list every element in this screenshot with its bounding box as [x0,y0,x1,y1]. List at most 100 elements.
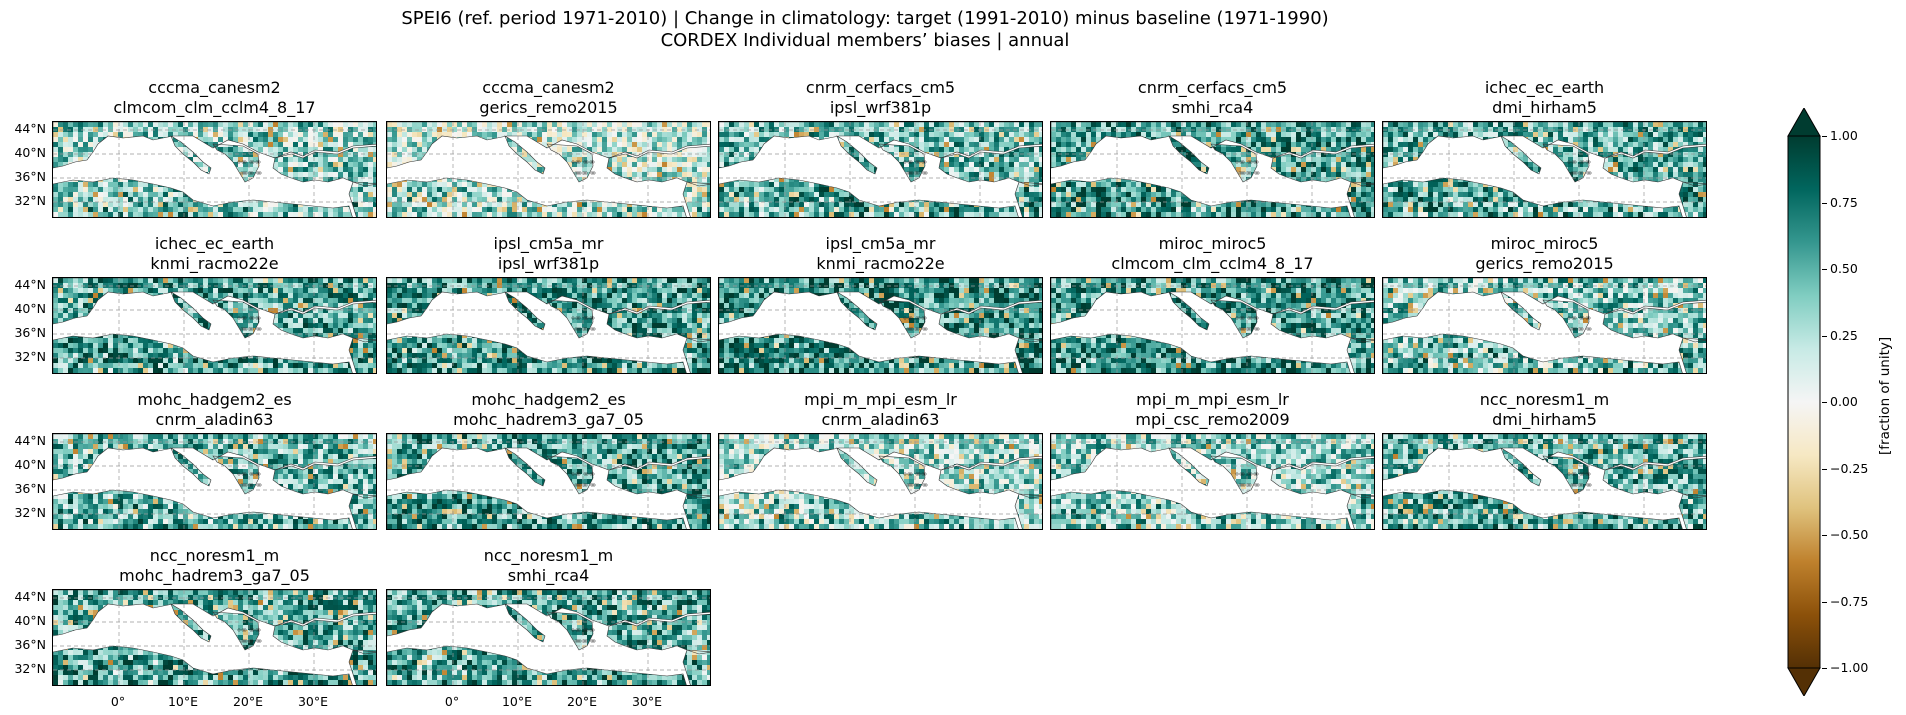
colorbar-tick-mark [1822,269,1827,270]
title-line-1: SPEI6 (ref. period 1971-2010) | Change i… [0,8,1730,30]
colorbar-tick-label: 0.25 [1830,328,1858,343]
colorbar-tick-mark [1822,136,1827,137]
colorbar-tick-mark [1822,601,1827,603]
title-line-2: CORDEX Individual members’ biases | annu… [0,30,1730,52]
lat-tick-label: 32°N [2,661,46,676]
panel-title-gcm: ipsl_cm5a_mr [718,234,1043,253]
panel-title-rcm: knmi_racmo22e [718,254,1043,273]
colorbar-tick-mark [1822,335,1827,337]
lon-tick-label: 10°E [492,694,542,709]
map-plot [1050,121,1375,218]
map-plot [1382,121,1707,218]
spei-field [53,278,376,373]
lat-tick-label: 36°N [2,481,46,496]
map-plot [386,433,711,530]
colorbar [1786,106,1822,698]
lat-tick-label: 40°N [2,613,46,628]
lon-tick-label: 20°E [557,694,607,709]
lon-tick-label: 10°E [158,694,208,709]
lat-tick-label: 32°N [2,505,46,520]
lat-tick-label: 36°N [2,169,46,184]
colorbar-tick-label: −1.00 [1830,660,1868,675]
colorbar-tick-label: 0.00 [1830,394,1858,409]
spei-field [53,590,376,685]
lat-tick-label: 36°N [2,637,46,652]
colorbar-min-arrow [1787,667,1821,698]
map-plot [386,277,711,374]
panel-title-rcm: mpi_csc_remo2009 [1050,410,1375,429]
panel-title-rcm: dmi_hirham5 [1382,410,1707,429]
panel-title-gcm: mpi_m_mpi_esm_lr [718,390,1043,409]
colorbar-tick-label: 0.50 [1830,261,1858,276]
map-plot [1382,277,1707,374]
panel-title-rcm: mohc_hadrem3_ga7_05 [52,566,377,585]
spei-field [1051,434,1374,529]
lon-tick-label: 30°E [622,694,672,709]
map-plot [1050,277,1375,374]
colorbar-tick-mark [1822,668,1827,669]
map-plot [386,121,711,218]
map-plot [386,589,711,686]
colorbar-label: [fraction of unity] [1877,337,1893,455]
lat-tick-label: 44°N [2,589,46,604]
map-plot [1050,433,1375,530]
lon-tick-label: 0° [427,694,477,709]
panel-title-gcm: mohc_hadgem2_es [386,390,711,409]
panel-title-gcm: miroc_miroc5 [1050,234,1375,253]
colorbar-tick-mark [1822,202,1827,204]
lat-tick-label: 40°N [2,145,46,160]
panel-title-gcm: miroc_miroc5 [1382,234,1707,253]
lat-tick-label: 40°N [2,457,46,472]
panel-title-gcm: cccma_canesm2 [386,78,711,97]
panel-title-gcm: cnrm_cerfacs_cm5 [1050,78,1375,97]
spei-field [1383,278,1706,373]
spei-field [719,434,1042,529]
spei-field [387,122,710,217]
spei-field [1383,434,1706,529]
spei-field [1051,278,1374,373]
colorbar-gradient [1787,106,1821,698]
colorbar-tick-label: −0.25 [1830,461,1868,476]
spei-field [719,278,1042,373]
colorbar-max-arrow [1787,106,1821,137]
lat-tick-label: 36°N [2,325,46,340]
panel-title-gcm: mohc_hadgem2_es [52,390,377,409]
panel-title-rcm: cnrm_aladin63 [52,410,377,429]
map-plot [52,589,377,686]
panel-title-rcm: smhi_rca4 [386,566,711,585]
lon-tick-label: 20°E [223,694,273,709]
map-plot [718,277,1043,374]
lat-tick-label: 44°N [2,121,46,136]
spei-field [387,434,710,529]
panel-title-rcm: clmcom_clm_cclm4_8_17 [52,98,377,117]
colorbar-tick-mark [1822,402,1827,403]
panel-title-gcm: mpi_m_mpi_esm_lr [1050,390,1375,409]
spei-field [1383,122,1706,217]
panel-title-gcm: ichec_ec_earth [52,234,377,253]
spei-field [1051,122,1374,217]
panel-title-gcm: cnrm_cerfacs_cm5 [718,78,1043,97]
panel-title-gcm: ncc_noresm1_m [52,546,377,565]
lat-tick-label: 44°N [2,277,46,292]
panel-title-rcm: gerics_remo2015 [1382,254,1707,273]
panel-title-rcm: knmi_racmo22e [52,254,377,273]
panel-title-rcm: dmi_hirham5 [1382,98,1707,117]
map-plot [52,277,377,374]
panel-title-rcm: smhi_rca4 [1050,98,1375,117]
panel-title-gcm: ichec_ec_earth [1382,78,1707,97]
map-plot [52,121,377,218]
spei-field [53,434,376,529]
colorbar-tick-mark [1822,468,1827,470]
panel-title-rcm: gerics_remo2015 [386,98,711,117]
map-plot [1382,433,1707,530]
spei-field [387,278,710,373]
panel-title-rcm: ipsl_wrf381p [718,98,1043,117]
panel-title-gcm: ncc_noresm1_m [386,546,711,565]
panel-title-gcm: ipsl_cm5a_mr [386,234,711,253]
spei-field [719,122,1042,217]
spei-field [53,122,376,217]
spei-field [387,590,710,685]
colorbar-tick-label: 0.75 [1830,195,1858,210]
map-plot [718,433,1043,530]
panel-title-gcm: cccma_canesm2 [52,78,377,97]
